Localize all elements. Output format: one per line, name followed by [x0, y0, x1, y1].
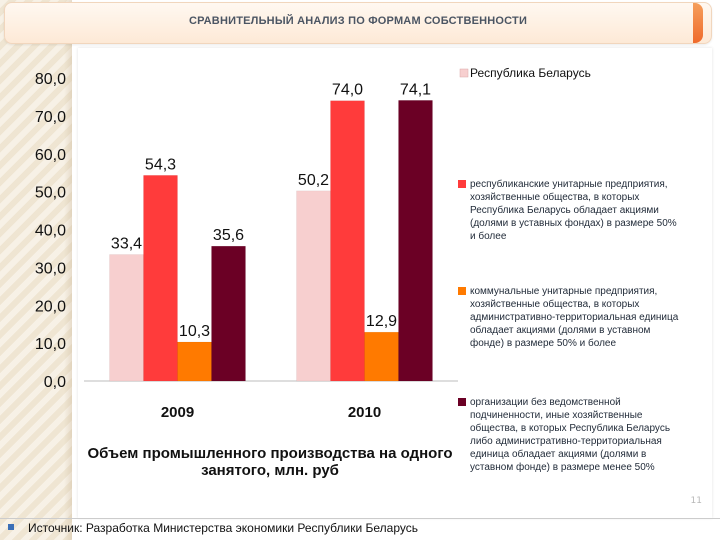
- y-tick-label: 80,0: [35, 71, 66, 88]
- slide-number: 11: [690, 496, 702, 506]
- legend-title: Республика Беларусь: [470, 66, 591, 80]
- bar: [177, 341, 212, 382]
- data-label: 12,9: [366, 313, 397, 330]
- legend-swatch-republican: [458, 180, 466, 188]
- y-tick-label: 30,0: [35, 260, 66, 277]
- data-label: 35,6: [213, 227, 244, 244]
- title-accent: [693, 3, 703, 43]
- data-label: 33,4: [111, 235, 142, 252]
- x-tick-label: 2010: [348, 404, 381, 421]
- data-label: 10,3: [179, 323, 210, 340]
- x-tick-label: 2009: [161, 404, 194, 421]
- footer-bullet: [8, 524, 14, 530]
- y-tick-label: 40,0: [35, 223, 66, 240]
- y-tick-label: 70,0: [35, 109, 66, 126]
- legend-label-communal: коммунальные унитарные предприятия, хозя…: [470, 286, 679, 349]
- source-footer: Источник: Разработка Министерства эконом…: [28, 521, 418, 535]
- bar: [364, 331, 399, 382]
- bar: [143, 175, 178, 382]
- slide-title: СРАВНИТЕЛЬНЫЙ АНАЛИЗ ПО ФОРМАМ СОБСТВЕНН…: [188, 15, 528, 27]
- content-panel: [78, 48, 712, 518]
- bar: [109, 254, 144, 382]
- data-label: 50,2: [298, 172, 329, 189]
- legend-entry-communal: коммунальные унитарные предприятия, хозя…: [458, 285, 685, 350]
- y-tick-label: 0,0: [44, 374, 66, 391]
- slide-left-decoration: [0, 0, 72, 540]
- bar: [211, 245, 246, 382]
- title-band: СРАВНИТЕЛЬНЫЙ АНАЛИЗ ПО ФОРМАМ СОБСТВЕНН…: [4, 2, 712, 44]
- bar: [296, 190, 331, 382]
- legend-swatch-republic: [459, 68, 469, 78]
- y-tick-label: 10,0: [35, 336, 66, 353]
- legend-label-other: организации без ведомственной подчиненно…: [470, 397, 671, 473]
- bar: [330, 100, 365, 382]
- y-tick-label: 20,0: [35, 298, 66, 315]
- chart-caption: Объем промышленного производства на одно…: [87, 445, 453, 479]
- data-label: 54,3: [145, 156, 176, 173]
- legend-entry-republican: республиканские унитарные предприятия, х…: [458, 178, 685, 243]
- data-label: 74,1: [400, 81, 431, 98]
- legend-label-republican: республиканские унитарные предприятия, х…: [470, 179, 677, 242]
- data-label: 74,0: [332, 82, 363, 99]
- legend-swatch-communal: [458, 287, 466, 295]
- footer-divider: [0, 518, 720, 519]
- y-tick-label: 50,0: [35, 185, 66, 202]
- legend-entry-other: организации без ведомственной подчиненно…: [458, 396, 685, 474]
- legend-swatch-other: [458, 398, 466, 406]
- bar: [398, 100, 433, 382]
- y-tick-label: 60,0: [35, 147, 66, 164]
